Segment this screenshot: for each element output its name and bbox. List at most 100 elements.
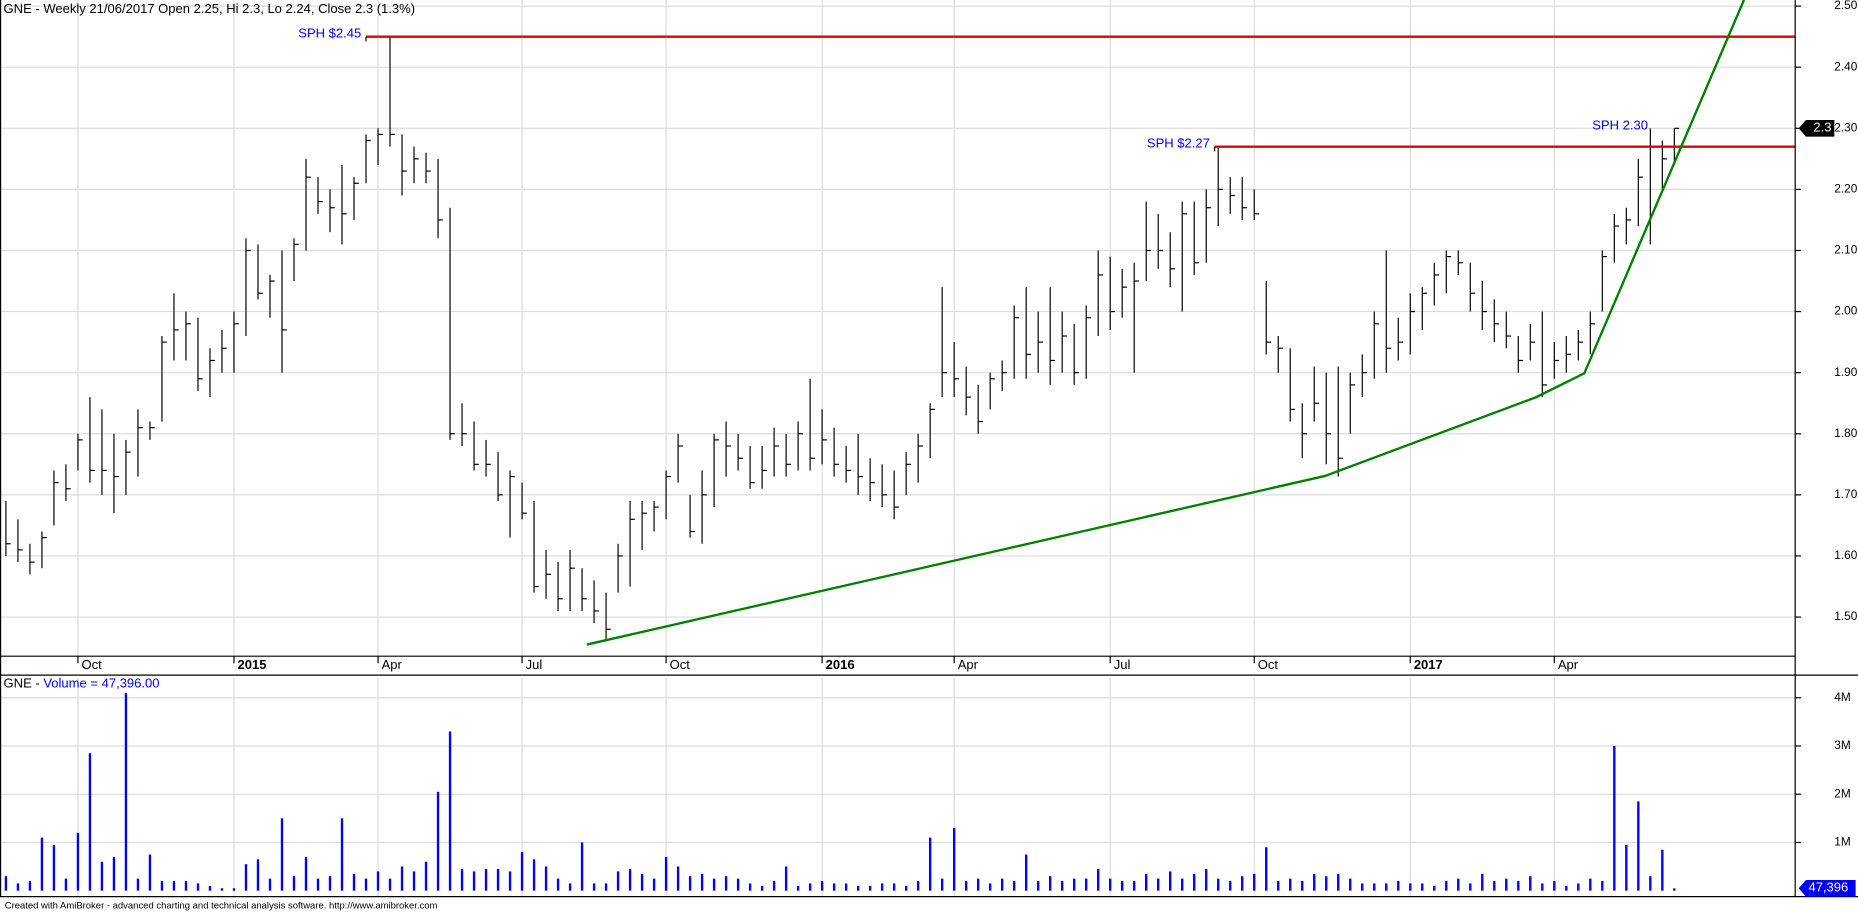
- volume-bar: [676, 866, 680, 891]
- volume-bar: [832, 883, 836, 891]
- volume-bar: [868, 885, 872, 891]
- volume-bar: [40, 837, 44, 891]
- volume-bar: [4, 876, 8, 891]
- x-tick-label: 2016: [826, 657, 855, 672]
- x-tick-label: Oct: [1258, 657, 1279, 672]
- volume-bar: [28, 881, 32, 891]
- x-tick-label: Oct: [670, 657, 691, 672]
- volume-bar: [364, 878, 368, 891]
- volume-bar: [1529, 876, 1532, 891]
- volume-bar: [244, 864, 248, 891]
- y-tick-label: 2M: [1834, 786, 1850, 800]
- volume-bar: [1373, 883, 1376, 891]
- volume-bar: [1481, 873, 1484, 891]
- resistance-label: SPH $2.27: [1147, 136, 1210, 151]
- volume-bar: [532, 859, 536, 891]
- volume-bar: [1229, 881, 1232, 891]
- volume-bar: [1073, 878, 1076, 891]
- volume-bar: [1277, 881, 1280, 891]
- volume-bar: [88, 753, 92, 891]
- volume-bar: [472, 871, 476, 891]
- volume-bar: [1181, 878, 1184, 891]
- volume-bar: [628, 868, 632, 891]
- volume-bar: [508, 871, 512, 891]
- mark-layer: [4, 0, 1796, 891]
- volume-bar: [880, 883, 884, 891]
- volume-bar: [988, 883, 992, 891]
- volume-bar: [1661, 849, 1664, 891]
- y-tick-label: 2.10: [1834, 243, 1857, 257]
- volume-bar: [544, 866, 548, 891]
- volume-bar: [604, 883, 608, 891]
- volume-bar: [1421, 883, 1424, 891]
- volume-bar: [784, 866, 788, 891]
- volume-bar: [16, 883, 20, 891]
- volume-bar: [172, 881, 176, 891]
- volume-title-main: Volume = 47,396.00: [43, 676, 159, 691]
- volume-bar: [184, 881, 188, 891]
- volume-bar: [160, 881, 164, 891]
- volume-bar: [1469, 883, 1472, 891]
- resistance-label: SPH $2.45: [298, 26, 361, 41]
- volume-bar: [1589, 878, 1592, 891]
- y-tick-label: 1.90: [1834, 365, 1857, 379]
- volume-bar: [1445, 881, 1448, 891]
- volume-bar: [1036, 881, 1040, 891]
- volume-bar: [412, 871, 416, 891]
- volume-bar: [1265, 847, 1268, 891]
- x-tick-label: Apr: [382, 657, 403, 672]
- volume-bar: [556, 878, 560, 891]
- volume-bar: [1024, 854, 1028, 891]
- volume-bar: [316, 878, 320, 891]
- volume-bar: [328, 876, 332, 891]
- volume-bar: [1397, 881, 1400, 891]
- volume-bar: [268, 878, 272, 891]
- volume-bar: [1349, 878, 1352, 891]
- y-tick-label: 2.00: [1834, 304, 1857, 318]
- volume-bar: [124, 692, 128, 891]
- volume-bar: [1493, 881, 1496, 891]
- y-tick-label: 2.50: [1834, 0, 1857, 12]
- volume-bar: [1457, 878, 1460, 891]
- volume-bar: [796, 885, 800, 891]
- volume-bar: [460, 868, 464, 891]
- volume-bar: [652, 878, 656, 891]
- volume-bar: [1577, 883, 1580, 891]
- volume-bar: [1205, 868, 1208, 891]
- volume-bar: [892, 883, 896, 891]
- volume-bar: [1217, 878, 1220, 891]
- volume-bar: [712, 878, 716, 891]
- volume-bar: [1097, 868, 1100, 891]
- volume-bar: [1361, 883, 1364, 891]
- volume-bar: [256, 859, 260, 891]
- volume-bar: [1385, 883, 1388, 891]
- volume-bar: [1601, 881, 1604, 891]
- volume-bar: [616, 871, 620, 891]
- volume-bar: [1012, 881, 1016, 891]
- volume-bar: [1060, 881, 1064, 891]
- y-tick-label: 2.20: [1834, 182, 1857, 196]
- price-badge-bg: [1798, 120, 1835, 137]
- y-tick-label: 4M: [1834, 690, 1850, 704]
- x-tick-label: Apr: [958, 657, 979, 672]
- y-tick-label: 1.70: [1834, 487, 1857, 501]
- volume-bar: [568, 883, 572, 891]
- volume-bar: [1048, 876, 1052, 891]
- volume-bar: [304, 856, 308, 891]
- volume-bar: [1157, 878, 1160, 891]
- volume-bar: [1289, 878, 1292, 891]
- volume-bar: [340, 818, 344, 891]
- y-tick-label: 2.30: [1834, 120, 1857, 134]
- y-tick-label: 1M: [1834, 835, 1850, 849]
- y-tick-label: 2.40: [1834, 59, 1857, 73]
- volume-bar: [1517, 881, 1520, 891]
- volume-bar: [1505, 878, 1508, 891]
- volume-bar: [448, 731, 452, 891]
- volume-bar: [664, 856, 668, 891]
- volume-badge: 47,396: [1808, 880, 1848, 895]
- volume-bar: [1000, 878, 1004, 891]
- volume-bar: [1325, 876, 1328, 891]
